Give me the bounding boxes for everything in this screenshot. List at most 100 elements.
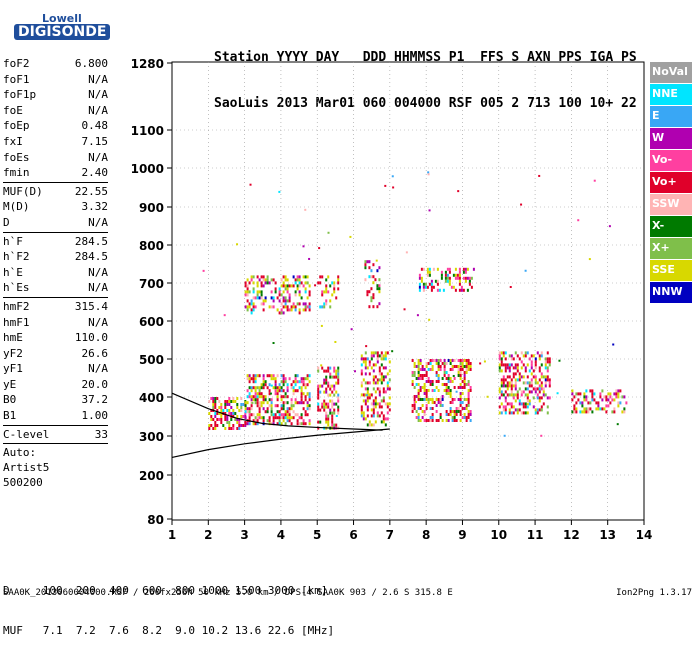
echo-point — [284, 392, 287, 396]
echo-point — [260, 383, 263, 387]
legend-item-ssw: SSW — [650, 194, 692, 216]
echo-point — [333, 281, 336, 285]
echo-point — [528, 390, 531, 394]
echo-point — [435, 386, 438, 389]
echo-point — [546, 405, 549, 409]
echo-point — [589, 389, 592, 393]
echo-point — [254, 377, 257, 381]
echo-point — [425, 389, 428, 392]
echo-point — [258, 413, 261, 417]
echo-point — [327, 393, 330, 397]
echo-point — [224, 415, 227, 418]
echo-point — [286, 305, 289, 309]
echo-point — [362, 378, 365, 382]
echo-point — [376, 305, 379, 309]
echo-point — [417, 389, 420, 392]
echo-point — [304, 305, 307, 309]
echo-point — [278, 311, 281, 315]
echo-point — [508, 375, 511, 379]
echo-point — [244, 290, 247, 294]
echo-point — [252, 308, 255, 312]
echo-point — [454, 276, 457, 280]
echo-point — [506, 387, 509, 391]
echo-point — [571, 398, 574, 402]
echo-point — [506, 384, 509, 388]
param-row: foEs N/A — [3, 150, 108, 166]
echo-point — [498, 387, 501, 391]
echo-point — [333, 408, 336, 412]
echo-point — [256, 413, 259, 417]
echo-point — [244, 424, 247, 427]
echo-point — [280, 386, 283, 390]
echo-point — [262, 302, 265, 306]
echo-point — [372, 423, 375, 427]
echo-point — [372, 354, 375, 358]
echo-point — [270, 305, 273, 309]
echo-point — [366, 290, 369, 294]
echo-point — [298, 416, 301, 420]
echo-point — [234, 412, 237, 415]
echo-point — [617, 404, 620, 408]
echo-point — [534, 357, 537, 361]
echo-point — [516, 354, 519, 358]
echo-point — [218, 400, 221, 403]
echo-point — [335, 414, 338, 417]
echo-point — [465, 404, 468, 407]
echo-point — [437, 362, 440, 365]
echo-point — [250, 278, 253, 282]
echo-point — [302, 407, 305, 411]
echo-point — [425, 404, 428, 407]
echo-point — [538, 384, 541, 388]
legend-item-vo: Vo- — [650, 150, 692, 172]
echo-point — [218, 412, 221, 415]
echo-point — [250, 407, 253, 411]
echo-point — [382, 366, 385, 370]
echo-point — [443, 365, 446, 368]
echo-point — [222, 424, 225, 427]
echo-point — [470, 276, 473, 280]
echo-point — [288, 377, 291, 381]
echo-point — [518, 387, 521, 391]
echo-point — [258, 290, 261, 294]
echo-point — [256, 404, 259, 408]
echo-point — [524, 411, 527, 415]
echo-point — [251, 401, 254, 404]
echo-point — [292, 305, 295, 309]
echo-point — [463, 407, 466, 410]
echo-point — [443, 368, 446, 371]
echo-point — [334, 340, 337, 343]
echo-point — [415, 377, 418, 380]
echo-point — [258, 386, 261, 390]
x-tick-label: 1 — [168, 528, 176, 542]
echo-point — [240, 415, 243, 418]
param-name: B1 — [3, 409, 17, 423]
echo-point — [270, 398, 273, 402]
echo-point — [423, 389, 426, 392]
echo-point — [425, 407, 428, 410]
echo-point — [571, 389, 574, 393]
echo-point — [508, 363, 511, 367]
echo-point — [296, 389, 299, 393]
echo-point — [232, 409, 235, 412]
echo-point — [445, 362, 448, 365]
echo-point — [510, 384, 513, 388]
echo-point — [467, 416, 470, 419]
param-value: N/A — [88, 265, 108, 279]
echo-point — [520, 366, 523, 370]
echo-point — [286, 419, 289, 423]
echo-point — [502, 381, 505, 385]
param-name: h`F — [3, 234, 23, 248]
echo-point — [443, 389, 446, 392]
echo-point — [461, 401, 464, 404]
echo-point — [244, 293, 247, 297]
echo-point — [366, 381, 369, 385]
param-value: 2.40 — [81, 166, 109, 180]
echo-point — [423, 419, 426, 422]
echo-point — [370, 393, 373, 397]
echo-point — [331, 375, 334, 379]
echo-point — [418, 285, 421, 289]
echo-point — [288, 296, 291, 300]
echo-point — [272, 296, 275, 300]
echo-point — [617, 395, 620, 399]
echo-point — [462, 288, 465, 292]
